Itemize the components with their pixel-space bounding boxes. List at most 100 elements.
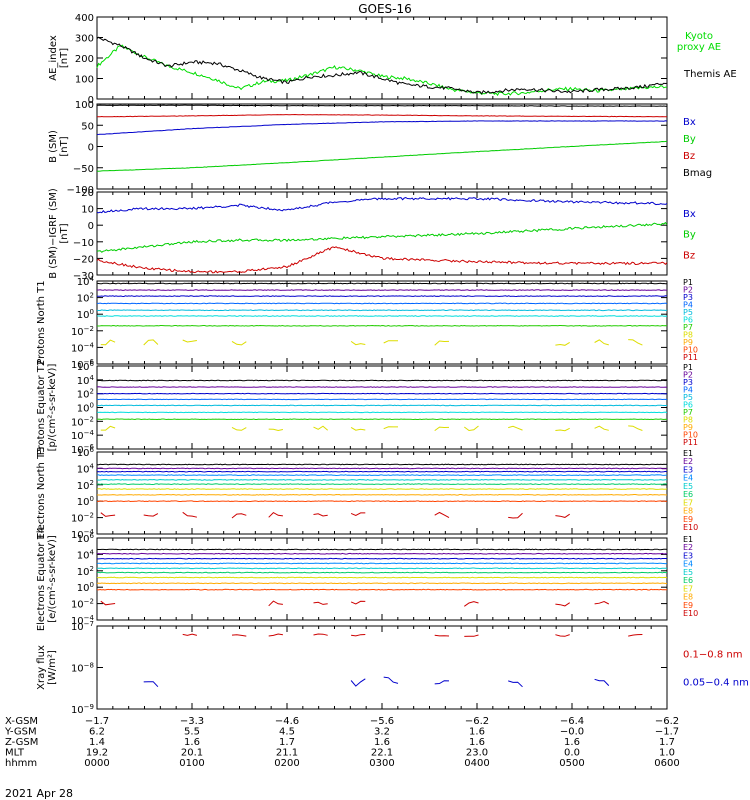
legend-entry: E10 (683, 609, 698, 618)
legend-entry: P4 (683, 301, 693, 310)
y-tick-label: 0 (88, 221, 94, 232)
panel-8: 10−9 10−8 10−7 Xray flux[W/m²] 0.1−0.8 nm 0.0… (36, 620, 749, 716)
series-line (97, 567, 668, 570)
axis-row-value: 0200 (274, 758, 299, 769)
legend-entry: P5 (683, 308, 693, 317)
series-line (97, 295, 668, 298)
y-axis-label: AE_index[nT] (48, 35, 70, 81)
y-tick-label: 50 (81, 121, 94, 132)
series-line (96, 386, 668, 388)
series-line (97, 500, 668, 503)
time-axis-table: X-GSM −1.7 −3.3 −4.6 −5.6 −6.2 −6.4 −6.2 Y-GSM 6.… (4, 716, 680, 769)
series-line (594, 425, 609, 431)
series-line (96, 398, 668, 401)
series-line (96, 196, 668, 214)
y-tick-label: 10−4 (71, 528, 95, 541)
legend-entry: E9 (683, 515, 693, 524)
y-tick-label: 100 (77, 402, 94, 415)
series-line (555, 341, 570, 346)
series-line (268, 600, 283, 607)
axis-row-value: −6.4 (560, 716, 584, 727)
series-line (434, 634, 450, 637)
legend-entry: Bz (683, 151, 695, 162)
legend-entry: E2 (683, 457, 693, 466)
series-line (96, 588, 668, 591)
y-tick-label: 10−4 (71, 341, 95, 354)
legend-entry: P7 (683, 323, 693, 332)
axis-row-label: Y-GSM (4, 727, 37, 738)
legend-entry: Themis AE (683, 69, 737, 80)
y-tick-label: −50 (73, 164, 94, 175)
legend-entry: E7 (683, 498, 693, 507)
series-line (434, 340, 450, 346)
series-line (96, 379, 668, 382)
axis-row-value: −6.2 (465, 716, 489, 727)
series-line (268, 428, 284, 432)
series-line (464, 425, 479, 432)
y-tick-label: 104 (77, 548, 95, 561)
legend-entry: P3 (683, 293, 693, 302)
y-tick-label: 10−9 (71, 703, 94, 716)
legend-entry: Bz (683, 250, 695, 261)
legend-entry: 0.1−0.8 nm (683, 650, 742, 661)
axis-row-value: 1.4 (89, 737, 105, 748)
legend-entry: E6 (683, 490, 693, 499)
series-line (96, 576, 668, 579)
y-tick-label: 0 (88, 95, 94, 106)
axis-row-value: −0.0 (560, 727, 584, 738)
series-line (182, 339, 197, 343)
axis-row-value: 0500 (559, 758, 584, 769)
series-line (555, 634, 570, 637)
series-line (143, 681, 159, 688)
series-line (434, 511, 450, 519)
axis-row-value: −3.3 (180, 716, 204, 727)
y-tick-label: 0 (88, 143, 94, 154)
legend-entry: P4 (683, 386, 693, 395)
legend-entry: E3 (683, 551, 693, 560)
series-line (628, 339, 643, 346)
series-line (96, 470, 668, 473)
y-tick-label: 10−7 (71, 620, 94, 633)
legend-entry: P2 (683, 286, 693, 295)
axis-row-value: 1.6 (184, 737, 200, 748)
axis-row-value: 1.0 (659, 748, 675, 759)
axis-row-value: 20.1 (181, 748, 203, 759)
series-line (96, 140, 668, 172)
y-tick-label: 10−2 (71, 325, 94, 338)
series-line (96, 411, 668, 414)
axis-row-value: 1.7 (279, 737, 295, 748)
series-line (96, 324, 668, 327)
series-line (96, 478, 667, 481)
series-line (350, 426, 366, 431)
axis-row-value: −1.7 (655, 727, 679, 738)
series-line (182, 633, 198, 636)
legend-entry: Bx (683, 117, 696, 128)
axis-row-value: 1.6 (374, 737, 390, 748)
panel-frame (96, 191, 668, 276)
series-line (231, 634, 247, 637)
legend-entry: P1 (683, 363, 693, 372)
panel-6: 10−4 10−2 100 102 104 106 Electrons North T3 E1… (36, 446, 698, 541)
series-line (383, 676, 399, 684)
legend-entry: E9 (683, 601, 693, 610)
series-line (351, 634, 366, 637)
panel-1: 0 100 200 300 400 AE_index[nT] Kyoto proxy AE Th… (48, 13, 737, 106)
y-tick-label: −100 (67, 185, 94, 196)
legend-entry: E3 (683, 465, 693, 474)
series-line (313, 601, 328, 605)
legend-entry: By (683, 230, 696, 241)
series-line (96, 104, 667, 107)
panel-7: 10−4 10−2 100 102 104 106 Electrons Equator T4… (36, 527, 698, 631)
series-line (182, 511, 198, 518)
series-line (231, 340, 247, 346)
series-line (100, 600, 116, 606)
y-axis-label: Electrons North T3 (36, 446, 47, 539)
axis-row-value: −5.6 (370, 716, 394, 727)
series-line (383, 340, 398, 344)
series-line (96, 493, 668, 496)
y-tick-label: 200 (75, 54, 94, 65)
axis-row-value: 1.7 (659, 737, 675, 748)
series-line (100, 339, 116, 346)
y-tick-label: 100 (75, 75, 94, 86)
